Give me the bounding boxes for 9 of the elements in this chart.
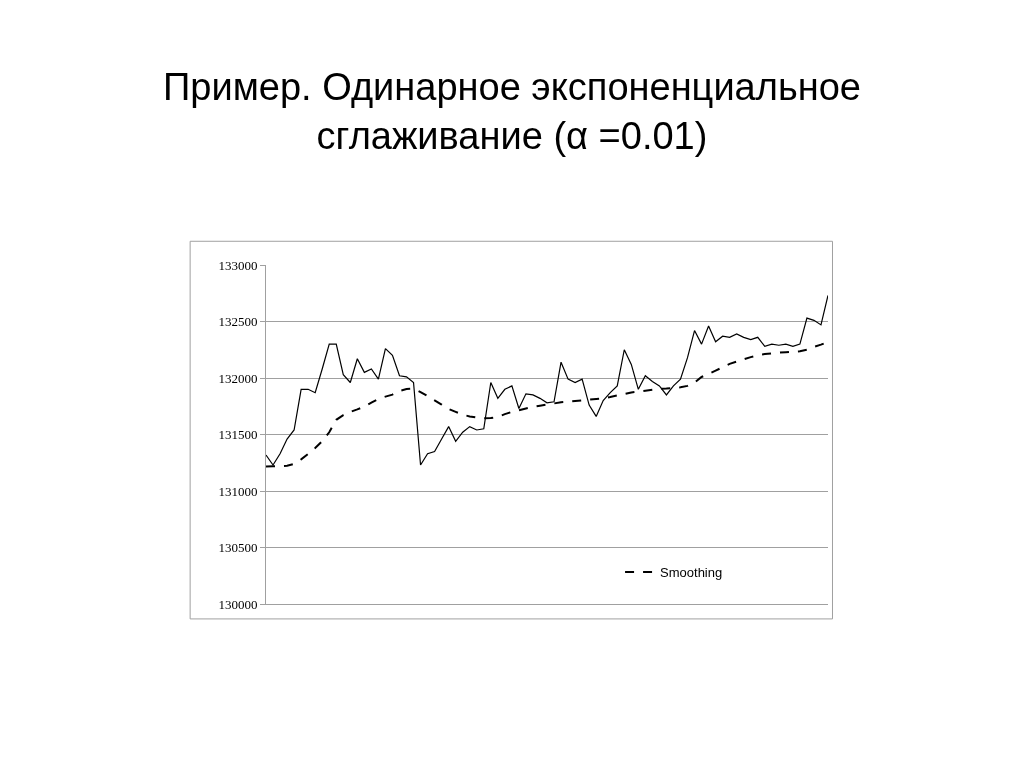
chart-title: Пример. Одинарное экспоненциальное сглаживание (α =0.01)	[163, 65, 861, 158]
legend-label: Smoothing	[660, 565, 723, 581]
y-tick-label: 133000	[218, 257, 258, 273]
y-tick-label: 131000	[218, 483, 258, 499]
y-tick-label: 132500	[218, 314, 258, 330]
y-tick-label: 132000	[218, 370, 258, 386]
y-tick-label: 131500	[218, 427, 258, 443]
y-tick-label: 130500	[218, 540, 258, 556]
y-tick-label: 130000	[218, 596, 258, 612]
